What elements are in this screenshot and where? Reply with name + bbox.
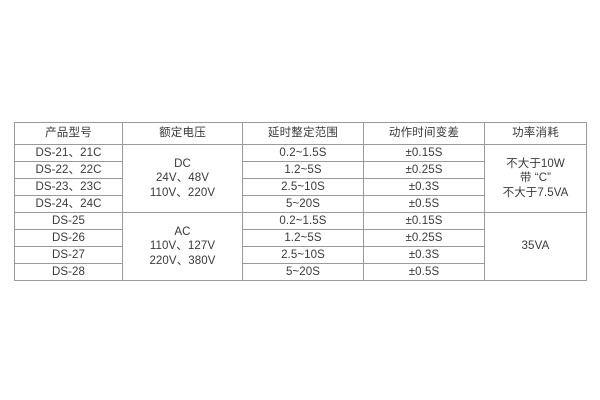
cell-model: DS-25 — [14, 212, 123, 230]
table-header: 产品型号 额定电压 延时整定范围 动作时间变差 功率消耗 — [14, 122, 587, 145]
cell-deviation: ±0.3S — [363, 246, 485, 264]
column-header-power: 功率消耗 — [484, 122, 587, 145]
cell-deviation: ±0.5S — [363, 263, 485, 281]
table-row: DS-21、21C DC 24V、48V 110V、220V 0.2~1.5S … — [14, 144, 587, 213]
cell-power-ac: 35VA — [484, 212, 587, 281]
relay-specification-table: 产品型号 额定电压 延时整定范围 动作时间变差 功率消耗 DS-21、21C D… — [14, 122, 587, 281]
cell-range: 5~20S — [242, 195, 364, 213]
cell-range: 2.5~10S — [242, 246, 364, 264]
table-row: DS-26 1.2~5S ±0.25S — [14, 229, 587, 247]
cell-model: DS-21、21C — [14, 144, 123, 162]
table-header-row: 产品型号 额定电压 延时整定范围 动作时间变差 功率消耗 — [14, 122, 587, 145]
column-header-model: 产品型号 — [14, 122, 123, 145]
cell-model: DS-28 — [14, 263, 123, 281]
table-body: DS-21、21C DC 24V、48V 110V、220V 0.2~1.5S … — [14, 144, 587, 281]
cell-model: DS-26 — [14, 229, 123, 247]
cell-model: DS-23、23C — [14, 178, 123, 196]
cell-model: DS-24、24C — [14, 195, 123, 213]
cell-deviation: ±0.15S — [363, 212, 485, 230]
column-header-deviation: 动作时间变差 — [363, 122, 485, 145]
table-row: DS-23、23C 2.5~10S ±0.3S — [14, 178, 587, 196]
cell-deviation: ±0.15S — [363, 144, 485, 162]
column-header-range: 延时整定范围 — [242, 122, 364, 145]
cell-deviation: ±0.5S — [363, 195, 485, 213]
table-row: DS-28 5~20S ±0.5S — [14, 263, 587, 281]
cell-deviation: ±0.25S — [363, 229, 485, 247]
cell-range: 1.2~5S — [242, 161, 364, 179]
cell-range: 1.2~5S — [242, 229, 364, 247]
cell-range: 0.2~1.5S — [242, 144, 364, 162]
cell-deviation: ±0.25S — [363, 161, 485, 179]
cell-voltage-ac: AC 110V、127V 220V、380V — [122, 212, 243, 281]
cell-power-dc: 不大于10W 带 “C” 不大于7.5VA — [484, 144, 587, 213]
cell-voltage-dc: DC 24V、48V 110V、220V — [122, 144, 243, 213]
cell-range: 2.5~10S — [242, 178, 364, 196]
table-row: DS-25 AC 110V、127V 220V、380V 0.2~1.5S ±0… — [14, 212, 587, 281]
cell-model: DS-22、22C — [14, 161, 123, 179]
cell-model: DS-27 — [14, 246, 123, 264]
cell-deviation: ±0.3S — [363, 178, 485, 196]
cell-range: 5~20S — [242, 263, 364, 281]
column-header-voltage: 额定电压 — [122, 122, 243, 145]
table-row: DS-27 2.5~10S ±0.3S — [14, 246, 587, 264]
cell-range: 0.2~1.5S — [242, 212, 364, 230]
